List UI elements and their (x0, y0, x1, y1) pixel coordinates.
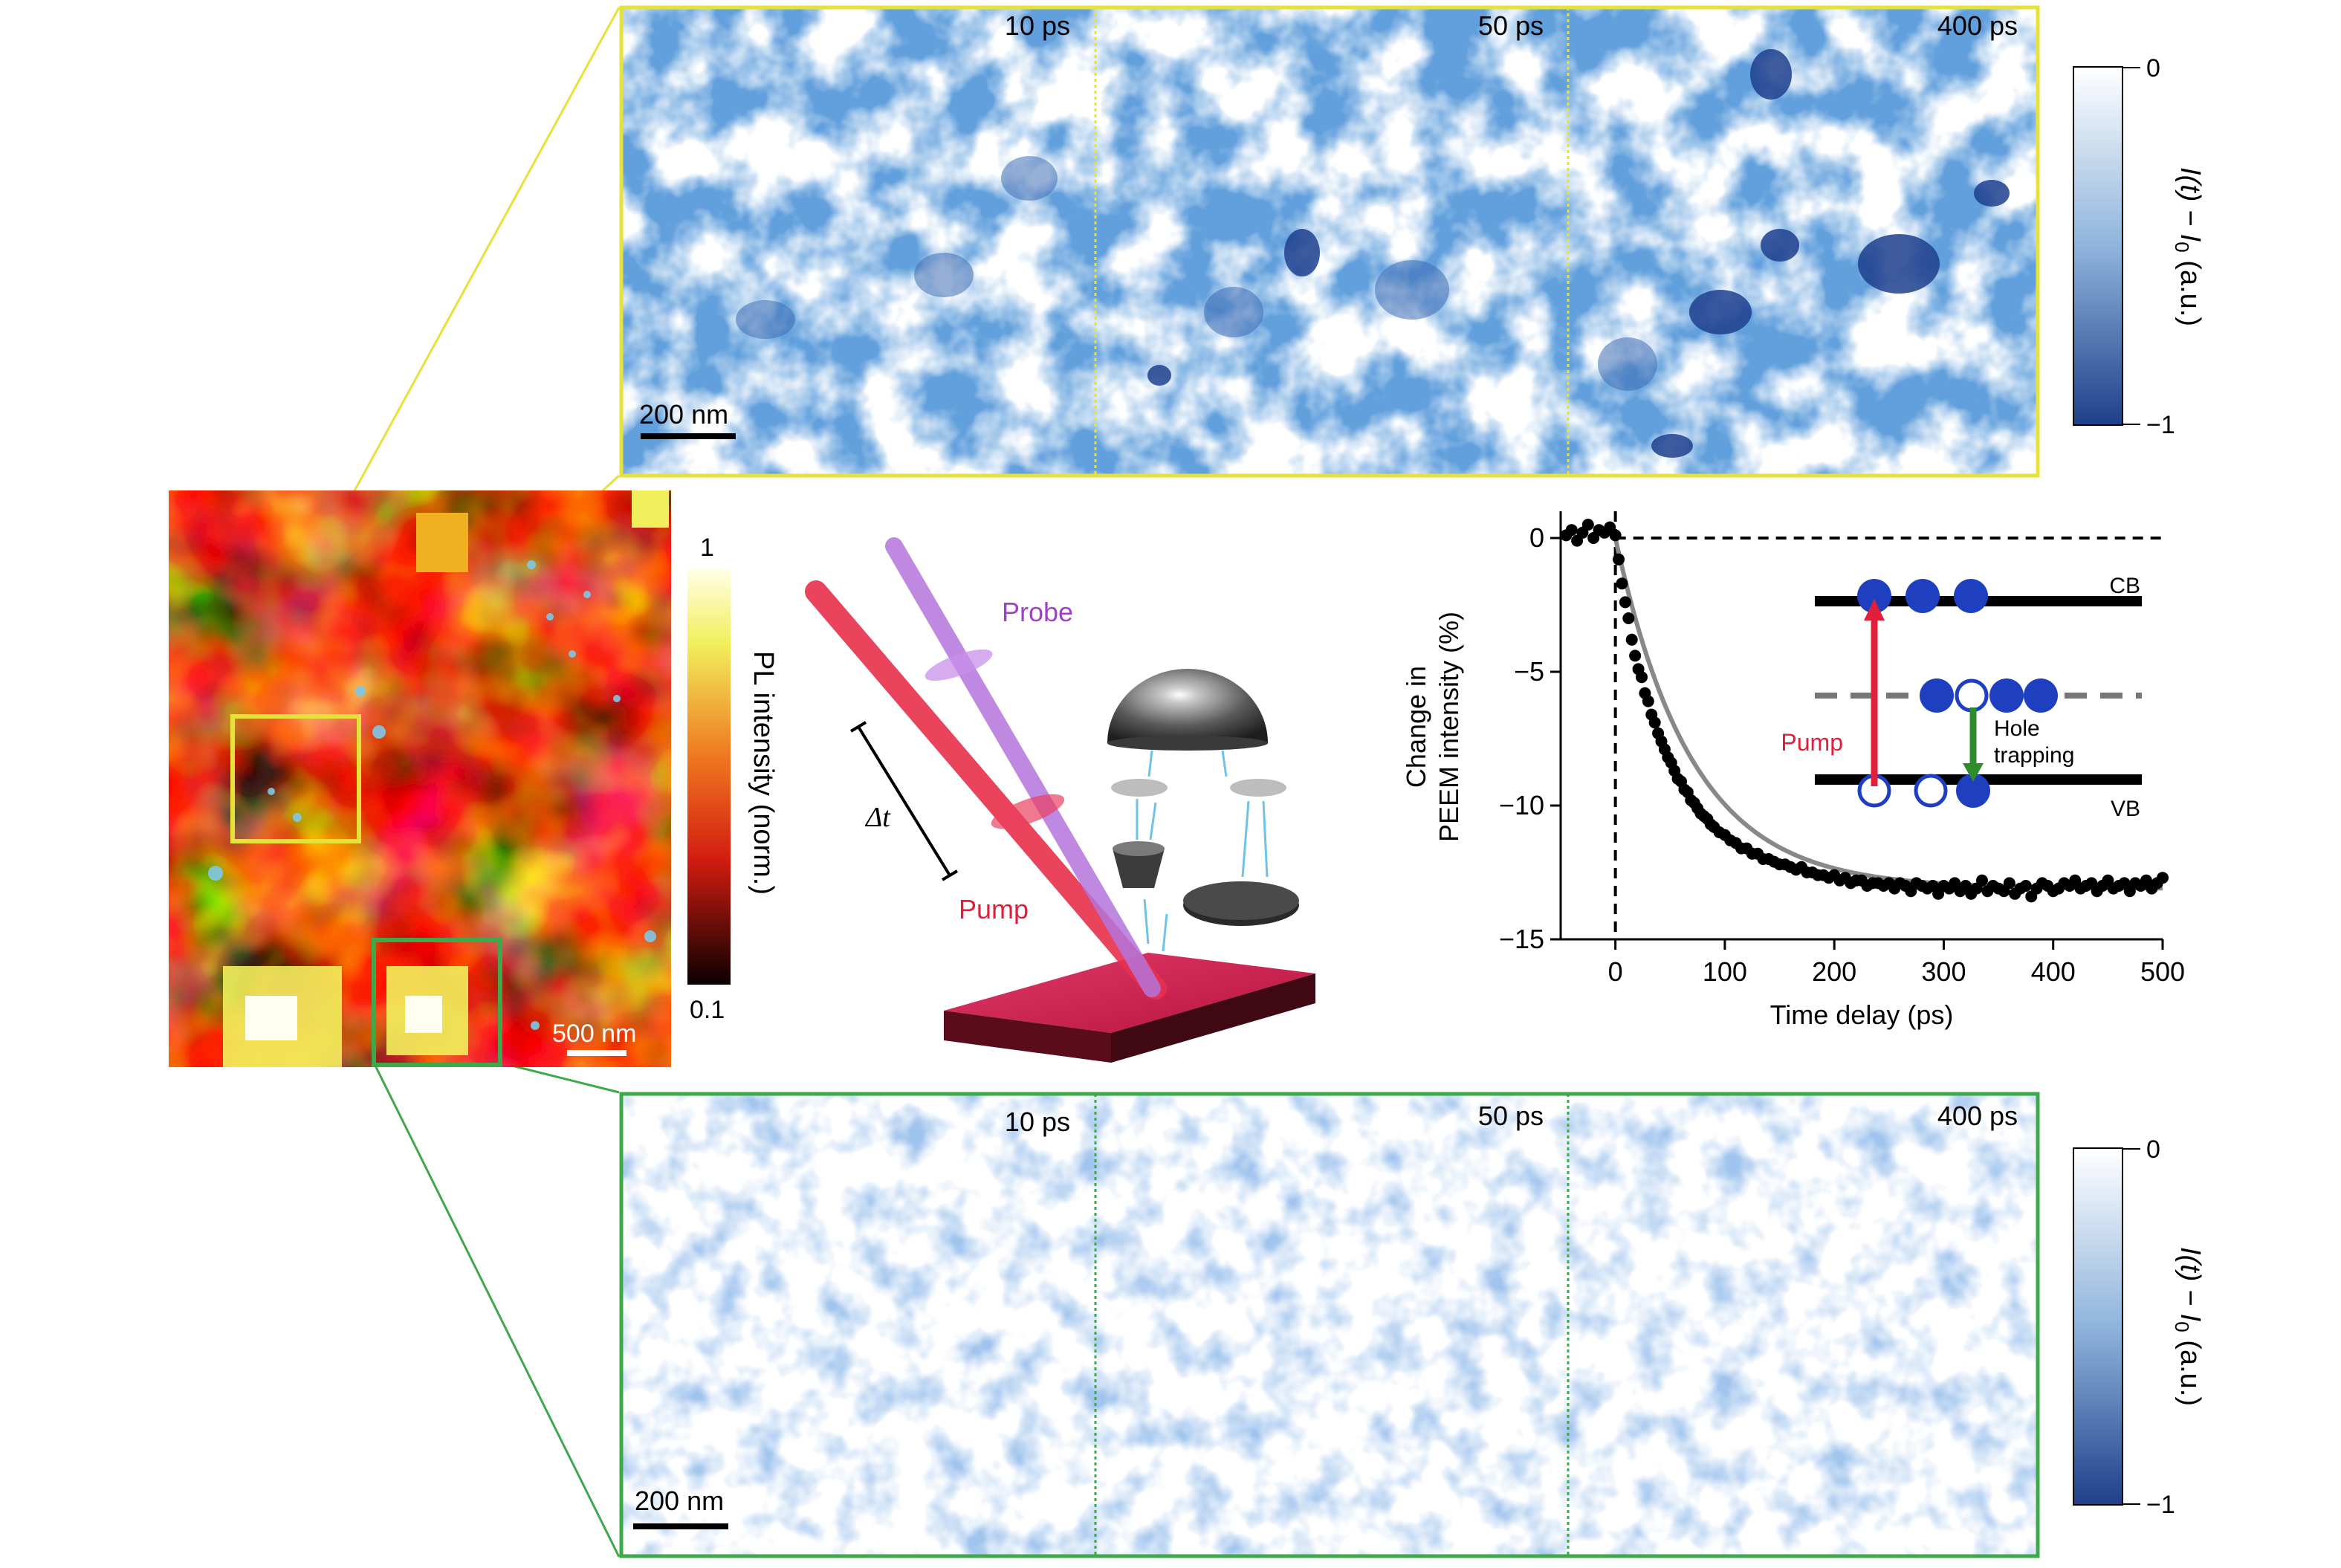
pl-colorbar-bottom-tick: 0.1 (690, 996, 725, 1024)
top-colorbar-bottom-tick: −1 (2146, 411, 2175, 439)
delay-label: Δt (864, 802, 891, 833)
top-frame-2-time: 50 ps (1478, 10, 1544, 41)
data-point (1642, 695, 1654, 707)
data-point (1619, 596, 1631, 609)
pl-colorbar (687, 568, 731, 985)
chart-frame (1559, 511, 2163, 941)
bottom-colorbar-label: I(t) − I0 (a.u.) (2171, 1247, 2206, 1406)
pl-colorbar-top-tick: 1 (700, 534, 714, 562)
bottom-frame-1-time: 10 ps (1005, 1107, 1070, 1137)
y-tick-label: −10 (1499, 790, 1544, 820)
data-point (1616, 577, 1628, 590)
data-point (1613, 553, 1625, 566)
data-point (1609, 529, 1622, 542)
y-axis-label: Change inPEEM intensity (%) (1401, 612, 1464, 842)
setup-schematic (805, 537, 1315, 1063)
y-tick-label: −15 (1499, 924, 1544, 954)
data-point (1976, 874, 1988, 887)
data-point (1648, 716, 1661, 729)
data-point (2157, 872, 2169, 884)
x-axis-label: Time delay (ps) (1770, 1000, 1954, 1030)
x-tick-label: 0 (1608, 956, 1623, 987)
data-point (1622, 612, 1635, 624)
pl-map (169, 490, 671, 1067)
data-point (2019, 880, 2032, 892)
trapping-label-2: trapping (1994, 743, 2074, 768)
top-frame-1-time: 10 ps (1005, 10, 1070, 41)
data-point (1629, 649, 1642, 662)
bottom-colorbar-bottom-tick: −1 (2146, 1491, 2175, 1519)
pl-colorbar-label: PL intensity (norm.) (748, 651, 779, 895)
top-colorbar (2073, 66, 2140, 426)
y-tick-label: −5 (1514, 656, 1544, 687)
pump-label: Pump (959, 894, 1029, 924)
bottom-scalebar-label: 200 nm (635, 1486, 724, 1516)
y-tick-label: 0 (1529, 522, 1544, 553)
top-frame-3-time: 400 ps (1937, 10, 2018, 41)
data-point (1635, 671, 1648, 684)
chart-tick-labels: 0 100 200 300 400 500 0 −5 −10 −15 (1499, 522, 2185, 987)
x-tick-label: 300 (1921, 956, 1966, 987)
x-tick-label: 400 (2031, 956, 2076, 987)
top-scalebar-label: 200 nm (639, 399, 728, 430)
data-point (2003, 877, 2015, 890)
probe-label: Probe (1002, 597, 1073, 627)
top-colorbar-top-tick: 0 (2146, 54, 2160, 82)
inset-pump-label: Pump (1781, 729, 1843, 756)
pl-scalebar-label: 500 nm (552, 1020, 636, 1048)
x-tick-label: 100 (1703, 956, 1747, 987)
bottom-colorbar-top-tick: 0 (2146, 1135, 2160, 1164)
band-diagram-inset (1815, 579, 2142, 808)
cb-label: CB (2109, 574, 2140, 598)
x-tick-label: 500 (2140, 956, 2185, 987)
data-point (1625, 633, 1638, 646)
bottom-frame-3-time: 400 ps (1937, 1101, 2018, 1131)
x-tick-label: 200 (1812, 956, 1856, 987)
data-point (1565, 524, 1578, 537)
data-point (1581, 519, 1594, 531)
bottom-colorbar (2073, 1147, 2140, 1506)
bottom-frame-2-time: 50 ps (1478, 1101, 1544, 1131)
chart-ticks (1550, 537, 2164, 950)
top-colorbar-label: I(t) − I0 (a.u.) (2171, 167, 2206, 326)
top-peem-panel (619, 5, 2040, 478)
scatter-points (1560, 519, 2169, 903)
vb-label: VB (2111, 797, 2140, 821)
trapping-label-1: Hole (1994, 716, 2040, 741)
kinetics-chart: 0 100 200 300 400 500 0 −5 −10 −15 (1499, 511, 2185, 987)
bottom-peem-panel (619, 1092, 2040, 1558)
